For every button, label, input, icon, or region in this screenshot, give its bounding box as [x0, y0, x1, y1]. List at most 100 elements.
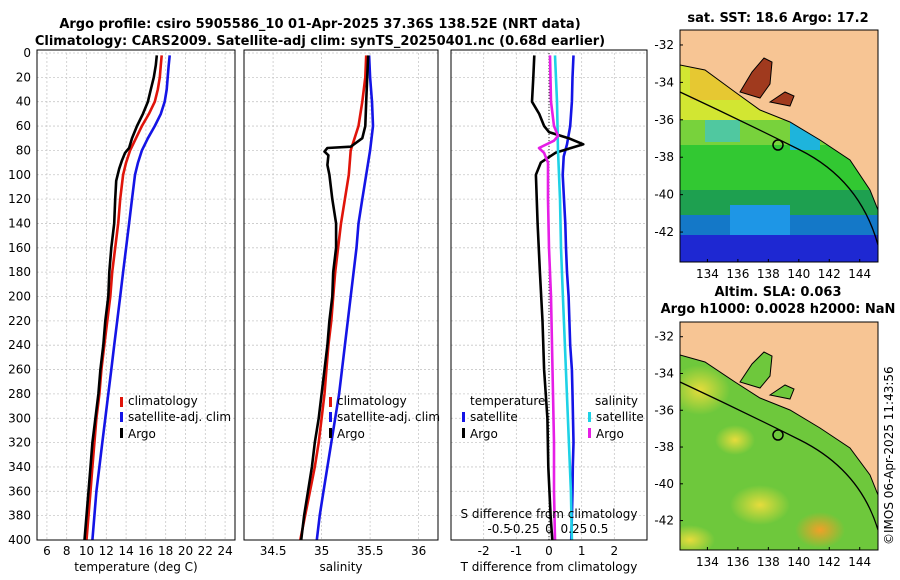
legend-t-argo-swatch	[462, 428, 465, 438]
map-lon-tick: 138	[757, 555, 780, 569]
y-tick-label: 380	[8, 509, 31, 523]
legend-t-satellite: satellite	[470, 410, 518, 424]
map-lat-tick: -42	[654, 514, 674, 528]
legend-climatology-swatch	[329, 397, 332, 407]
map-lon-tick: 138	[757, 267, 780, 281]
legend-argo: Argo	[337, 427, 365, 441]
temperature-panel: 6 8 10 12 14 16 18 20 22 240204060801001201401601…	[8, 46, 236, 558]
x-tick-label: 18	[158, 544, 173, 558]
y-tick-label: 400	[8, 533, 31, 547]
grid	[244, 52, 438, 541]
x-tick-label: 24	[217, 544, 232, 558]
x-tick-label: 16	[138, 544, 153, 558]
legend-s-satellite-swatch	[588, 412, 591, 422]
y-tick-label: 0	[23, 46, 31, 60]
legend-temperature-header: temperature	[470, 394, 545, 408]
axes-frame	[243, 49, 439, 541]
legend-s-argo-swatch	[588, 428, 591, 438]
y-tick-label: 340	[8, 460, 31, 474]
series-line-salinity-argo	[537, 55, 560, 540]
x-tick-label: 8	[63, 544, 71, 558]
salinity-panel: 34.5 35 35.5 36	[243, 49, 439, 558]
temperature-xlabel: temperature (deg C)	[74, 560, 197, 574]
sla-profile-marker	[772, 429, 784, 441]
sst-isobath	[680, 91, 878, 246]
x-tick-label: -2	[478, 544, 490, 558]
legend-s-argo: Argo	[596, 427, 624, 441]
legend-climatology: climatology	[128, 394, 198, 408]
legend-t-satellite-swatch	[462, 412, 465, 422]
s-tick-label: -0.5	[487, 522, 510, 536]
legend-satellite-swatch	[120, 412, 123, 422]
y-tick-label: 240	[8, 338, 31, 352]
map-lat-tick: -38	[654, 150, 674, 164]
sla-land	[680, 322, 878, 496]
map-lat-tick: -34	[654, 75, 674, 89]
map-lat-tick: -40	[654, 477, 674, 491]
map-lon-tick: 134	[696, 555, 719, 569]
y-tick-label: 140	[8, 216, 31, 230]
sst-map	[680, 30, 878, 262]
y-tick-label: 80	[16, 143, 31, 157]
legend-climatology: climatology	[337, 394, 407, 408]
salinity-xlabel: salinity	[319, 560, 362, 574]
sst-map-title: sat. SST: 18.6 Argo: 17.2	[687, 11, 868, 26]
map-axes: -32 -34 -36 -38 -40 -42 134 136 138 140 142 144 -32 -…	[654, 38, 871, 569]
map-lon-tick: 136	[726, 555, 749, 569]
x-tick-label: 22	[198, 544, 213, 558]
y-tick-label: 360	[8, 484, 31, 498]
s-tick-label: -0.25	[509, 522, 540, 536]
sla-map-title-2: Argo h1000: 0.0028 h2000: NaN	[661, 302, 896, 317]
series-line-climatology	[85, 55, 163, 540]
series-group	[83, 55, 171, 540]
gulf-st-vincent	[768, 91, 795, 107]
axes-frame	[450, 49, 648, 541]
difference-panel: -2 -1 0 1 2 -0.5-0.25 0 0.25 0.5	[450, 49, 648, 558]
x-tick-label: 6	[43, 544, 51, 558]
map-lon-tick: 142	[818, 555, 841, 569]
legend-argo: Argo	[128, 427, 156, 441]
x-tick-label: 35	[314, 544, 329, 558]
y-tick-label: 180	[8, 265, 31, 279]
legend-t-argo: Argo	[470, 427, 498, 441]
sla-map-title-1: Altim. SLA: 0.063	[715, 285, 842, 300]
series-line-argo	[299, 55, 370, 540]
map-lon-tick: 144	[848, 555, 871, 569]
sla-map	[680, 322, 878, 550]
y-tick-label: 200	[8, 290, 31, 304]
x-tick-label: 20	[178, 544, 193, 558]
map-lat-tick: -38	[654, 440, 674, 454]
sst-profile-marker	[772, 139, 784, 151]
y-tick-label: 60	[16, 119, 31, 133]
x-tick-label: 35.5	[357, 544, 384, 558]
title-line-2: Climatology: CARS2009. Satellite-adj cli…	[35, 34, 605, 49]
difference-xlabel: T difference from climatology	[460, 560, 638, 574]
series-group	[299, 55, 375, 540]
difference-xlabel-top: S difference from climatology	[461, 507, 638, 521]
map-lat-tick: -32	[654, 330, 674, 344]
y-tick-label: 260	[8, 363, 31, 377]
x-tick-label: 12	[99, 544, 114, 558]
map-lat-tick: -40	[654, 188, 674, 202]
sst-map-frame	[679, 29, 879, 263]
legend-argo-swatch	[120, 428, 123, 438]
map-lat-tick: -42	[654, 225, 674, 239]
legend-climatology-swatch	[120, 397, 123, 407]
sla-spencer-gulf	[739, 351, 773, 389]
series-line-satellite-adj-clim	[91, 55, 171, 540]
legend-salinity-header: salinity	[595, 394, 638, 408]
legend-satellite-swatch	[329, 412, 332, 422]
sla-gulf-st-vincent	[768, 384, 795, 400]
map-lon-tick: 134	[696, 267, 719, 281]
legend-satellite: satellite-adj. clim	[128, 410, 231, 424]
y-tick-label: 40	[16, 95, 31, 109]
spencer-gulf	[739, 57, 773, 99]
legend-s-satellite: satellite	[596, 410, 644, 424]
series-group	[530, 55, 585, 540]
map-lon-tick: 144	[848, 267, 871, 281]
imos-watermark: ©IMOS 06-Apr-2025 11:43:56	[882, 366, 896, 545]
x-tick-label: 1	[578, 544, 586, 558]
map-lat-tick: -32	[654, 38, 674, 52]
y-tick-label: 220	[8, 314, 31, 328]
